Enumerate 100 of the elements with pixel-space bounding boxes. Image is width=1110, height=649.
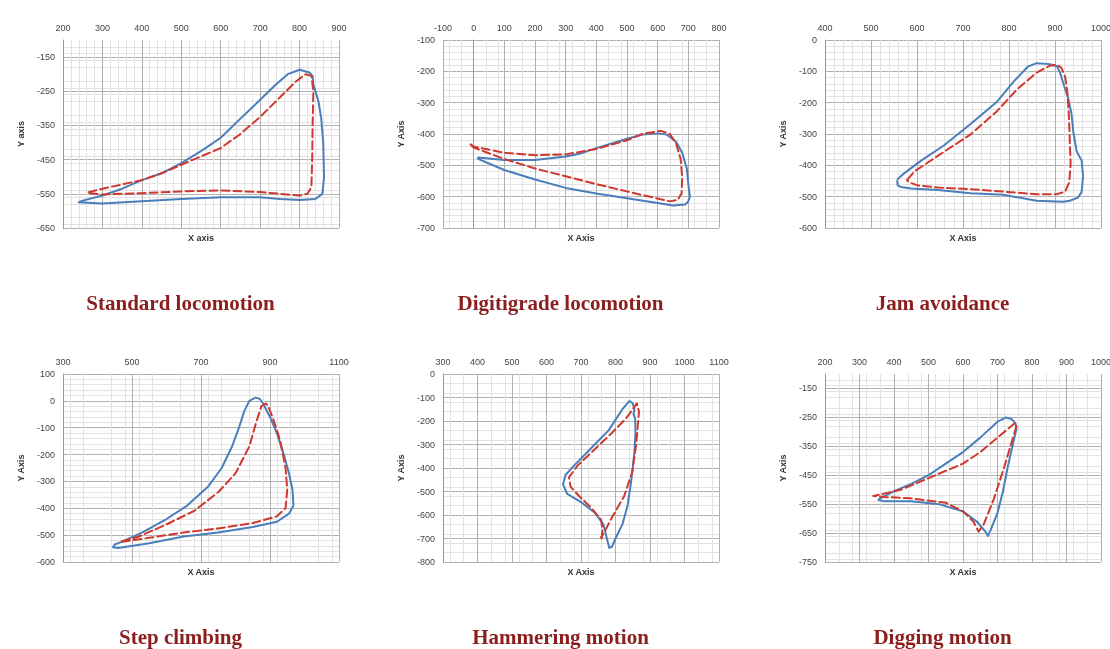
y-tick-label: -800 — [416, 557, 435, 567]
x-tick-label: 300 — [94, 22, 110, 33]
y-tick-label: 0 — [49, 395, 55, 406]
y-tick-label: -350 — [36, 120, 55, 131]
x-tick-label: 400 — [817, 22, 833, 33]
y-tick-label: -200 — [416, 416, 435, 426]
x-tick-label: 1000 — [1090, 356, 1110, 367]
y-tick-label: -600 — [416, 191, 435, 202]
x-tick-label: 900 — [1058, 356, 1075, 367]
x-axis-title: X Axis — [567, 566, 595, 577]
x-tick-label: 500 — [619, 22, 635, 33]
y-tick-label: 100 — [39, 369, 55, 379]
y-tick-label: -650 — [798, 528, 817, 539]
x-tick-label: 700 — [193, 356, 209, 367]
x-tick-label: 700 — [252, 22, 268, 33]
y-tick-label: -200 — [36, 449, 55, 460]
x-axis-title: X Axis — [949, 232, 977, 243]
y-tick-label: -250 — [36, 86, 55, 97]
y-tick-label: -650 — [36, 223, 55, 233]
y-tick-label: -400 — [416, 129, 435, 139]
x-tick-label: 300 — [851, 356, 868, 367]
x-tick-label: 100 — [496, 22, 512, 33]
x-tick-label: 900 — [331, 22, 347, 33]
x-tick-label: 800 — [607, 356, 624, 367]
x-tick-label: 500 — [863, 22, 879, 33]
line-series — [87, 73, 315, 197]
y-tick-label: -350 — [798, 441, 817, 452]
y-tick-label: -100 — [416, 392, 435, 403]
y-tick-label: -200 — [798, 97, 817, 108]
x-tick-label: 800 — [292, 22, 308, 33]
line-series — [562, 400, 637, 549]
y-tick-label: -150 — [798, 383, 817, 394]
x-tick-label: 400 — [469, 356, 486, 367]
y-tick-label: -150 — [36, 52, 55, 63]
y-tick-label: -700 — [416, 223, 435, 233]
x-tick-label: 600 — [650, 22, 666, 33]
x-tick-label: 200 — [817, 356, 833, 367]
x-tick-label: 900 — [262, 356, 278, 367]
text: Digitigrade locomotion — [457, 290, 664, 315]
y-tick-label: -500 — [416, 486, 435, 497]
y-axis-title: Y Axis — [777, 120, 788, 148]
x-axis-title: X Axis — [187, 566, 215, 577]
text: Step climbing — [118, 624, 243, 649]
y-tick-label: -300 — [798, 129, 817, 139]
x-tick-label: 300 — [435, 356, 451, 367]
x-tick-label: 500 — [920, 356, 937, 367]
x-tick-label: 600 — [909, 22, 925, 33]
y-axis-title: Y Axis — [777, 454, 788, 482]
line-series — [567, 402, 640, 540]
y-tick-label: -750 — [798, 557, 817, 567]
x-tick-label: 1100 — [709, 356, 729, 367]
text: Digging motion — [873, 624, 1012, 649]
y-tick-label: -450 — [36, 154, 55, 165]
x-tick-label: 500 — [173, 22, 189, 33]
y-axis-title: Y Axis — [395, 120, 406, 148]
x-tick-label: 1000 — [674, 356, 695, 367]
x-tick-label: 500 — [504, 356, 520, 367]
x-tick-label: 200 — [55, 22, 71, 33]
x-tick-label: 800 — [711, 22, 727, 33]
y-tick-label: -400 — [36, 503, 55, 514]
x-tick-label: -100 — [433, 22, 453, 33]
x-tick-label: 700 — [955, 22, 971, 33]
x-tick-label: 800 — [1024, 356, 1040, 367]
x-axis-title: X axis — [187, 232, 215, 243]
y-tick-label: -700 — [416, 533, 435, 544]
x-tick-label: 400 — [886, 356, 902, 367]
y-tick-label: -300 — [416, 439, 435, 450]
y-tick-label: -100 — [36, 422, 55, 433]
x-tick-label: 600 — [213, 22, 229, 33]
y-tick-label: -100 — [416, 35, 435, 45]
x-tick-label: 600 — [955, 356, 971, 367]
x-tick-label: 200 — [527, 22, 543, 33]
y-tick-label: -550 — [36, 188, 55, 199]
y-tick-label: 0 — [811, 35, 817, 45]
x-axis-title: X Axis — [949, 566, 977, 577]
x-tick-label: 400 — [588, 22, 604, 33]
text: Jam avoidance — [875, 290, 1010, 315]
x-tick-label: 300 — [558, 22, 574, 33]
y-tick-label: -500 — [416, 160, 435, 171]
x-tick-label: 700 — [989, 356, 1006, 367]
y-tick-label: -550 — [798, 499, 817, 510]
y-tick-label: -400 — [798, 160, 817, 171]
x-axis-title: X Axis — [567, 232, 595, 243]
x-tick-label: 800 — [1001, 22, 1017, 33]
y-tick-label: -450 — [798, 470, 817, 481]
x-tick-label: 700 — [680, 22, 696, 33]
y-tick-label: -250 — [798, 412, 817, 423]
x-tick-label: 1000 — [1090, 22, 1110, 33]
y-tick-label: -300 — [416, 97, 435, 108]
x-tick-label: 500 — [124, 356, 140, 367]
x-tick-label: 1100 — [329, 356, 349, 367]
y-axis-title: Y axis — [15, 121, 26, 147]
x-tick-label: 600 — [538, 356, 555, 367]
y-tick-label: -200 — [416, 66, 435, 77]
line-series — [905, 63, 1072, 196]
x-tick-label: 0 — [471, 22, 477, 33]
x-tick-label: 400 — [134, 22, 150, 33]
x-tick-label: 300 — [55, 356, 71, 367]
line-series — [77, 68, 326, 205]
y-tick-label: -100 — [798, 66, 817, 77]
